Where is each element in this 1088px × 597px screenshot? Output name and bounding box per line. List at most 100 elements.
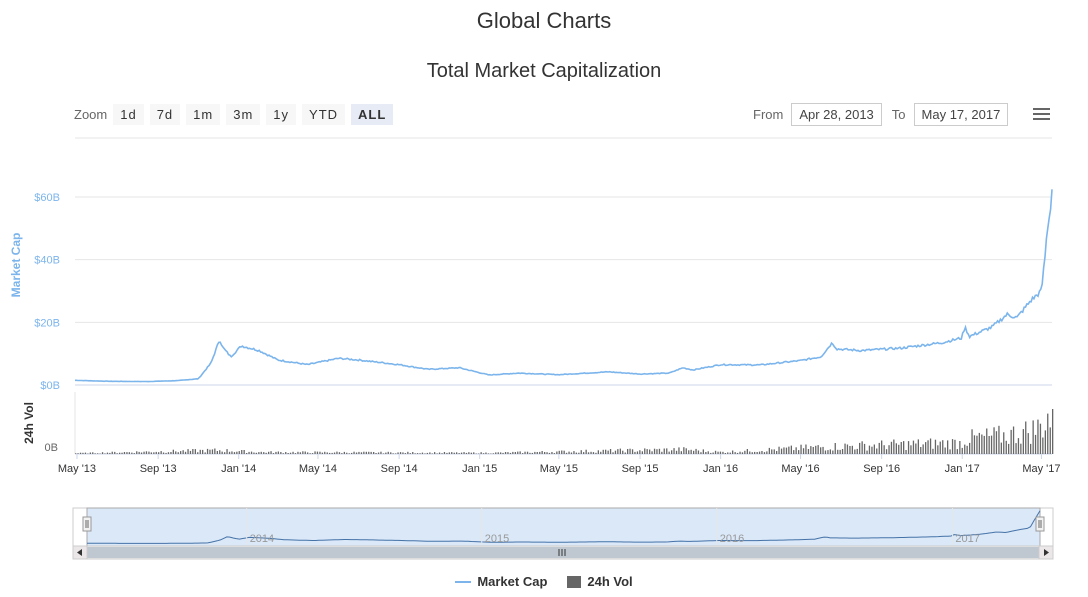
volume-bar [1010, 429, 1012, 454]
volume-bar [375, 453, 377, 454]
volume-bar [668, 451, 670, 454]
hamburger-menu-icon[interactable] [1033, 108, 1050, 122]
volume-bar [673, 448, 675, 454]
volume-bar [277, 451, 279, 454]
volume-bar [778, 446, 780, 454]
navigator-handle[interactable] [82, 516, 92, 532]
volume-bar [431, 453, 433, 454]
volume-bar [497, 452, 499, 454]
volume-bar [182, 450, 184, 454]
volume-bar [978, 432, 980, 454]
volume-bar [578, 452, 580, 454]
volume-bar [111, 451, 113, 454]
to-date-input[interactable]: May 17, 2017 [913, 103, 1009, 126]
volume-bar [275, 451, 277, 454]
x-tick-label: Sep '16 [863, 463, 900, 475]
volume-bar [824, 450, 827, 454]
volume-bar [990, 435, 993, 454]
zoom-ytd-button[interactable]: YTD [302, 103, 346, 125]
volume-bar [509, 452, 512, 454]
volume-bar [563, 450, 565, 454]
volume-bar [1034, 434, 1037, 454]
volume-bar [736, 452, 739, 454]
volume-bar [270, 451, 272, 454]
volume-bar [871, 446, 873, 454]
volume-bar [99, 453, 101, 454]
volume-bar [920, 447, 922, 454]
zoom-3m-button[interactable]: 3m [226, 103, 261, 125]
x-tick-label: Jan '17 [945, 463, 980, 475]
scroll-left-icon [77, 549, 82, 556]
volume-bar [194, 449, 196, 454]
volume-bar [419, 453, 421, 454]
volume-bar [925, 442, 927, 454]
zoom-label: Zoom [74, 106, 108, 122]
volume-bar [1015, 443, 1017, 454]
zoom-1y-button[interactable]: 1y [266, 103, 297, 125]
volume-bar [373, 452, 375, 454]
volume-bar [326, 452, 328, 454]
zoom-1d-button[interactable]: 1d [113, 103, 144, 125]
volume-bar [800, 444, 802, 454]
volume-bar [529, 452, 531, 454]
volume-bar [671, 450, 673, 454]
volume-bar [1030, 443, 1032, 454]
volume-bar [421, 452, 424, 454]
date-range: From Apr 28, 2013 To May 17, 2017 [753, 103, 1009, 126]
volume-bar [197, 452, 199, 454]
volume-bar [619, 448, 621, 454]
volume-bar [321, 452, 323, 454]
navigator-handle[interactable] [1035, 516, 1045, 532]
volume-bar [424, 453, 426, 454]
navigator-selection[interactable] [86, 507, 1041, 547]
volume-bar [97, 453, 99, 454]
volume-bar [805, 444, 807, 454]
volume-bar [539, 451, 541, 454]
volume-bar [385, 452, 387, 454]
volume-bar [294, 453, 297, 454]
volume-bar [338, 452, 341, 454]
volume-bar [876, 448, 878, 454]
volume-bar [541, 451, 543, 454]
volume-bar [368, 451, 370, 454]
volume-bar [341, 453, 343, 454]
scrollbar-thumb[interactable] [87, 547, 1040, 558]
volume-bar [912, 440, 915, 454]
volume-bar [587, 452, 590, 454]
volume-bar [504, 452, 507, 454]
y-tick-label: $20B [34, 317, 60, 329]
volume-bar [114, 451, 116, 454]
volume-bar [199, 449, 201, 454]
zoom-1m-button[interactable]: 1m [186, 103, 221, 125]
volume-bar [634, 451, 636, 454]
volume-bar [561, 450, 563, 454]
zoom-all-button[interactable]: ALL [351, 103, 394, 125]
volume-bar [1022, 429, 1024, 454]
volume-bar [807, 449, 810, 454]
volume-bar [268, 451, 270, 454]
volume-bar [573, 451, 575, 454]
volume-bar [253, 452, 255, 454]
legend-item-market-cap[interactable]: Market Cap [455, 574, 547, 589]
volume-bar [409, 453, 411, 454]
volume-bar [983, 435, 985, 454]
volume-bar [568, 451, 570, 454]
volume-bar [429, 452, 431, 454]
volume-bar [404, 453, 406, 454]
volume-bar [236, 451, 238, 454]
scroll-right-icon [1044, 549, 1049, 556]
from-date-input[interactable]: Apr 28, 2013 [791, 103, 882, 126]
volume-bar [167, 452, 170, 454]
volume-bar [844, 443, 846, 454]
volume-bar [265, 452, 267, 454]
zoom-7d-button[interactable]: 7d [149, 103, 181, 125]
volume-bar [438, 452, 441, 454]
volume-bar [592, 452, 595, 454]
volume-bar [881, 440, 883, 454]
volume-bar [475, 453, 477, 454]
volume-bar [397, 452, 399, 454]
legend-item-24h-vol[interactable]: 24h Vol [567, 574, 633, 589]
navigator[interactable]: 2014 2015 2016 2017 [72, 507, 1054, 560]
volume-bar [558, 450, 560, 454]
